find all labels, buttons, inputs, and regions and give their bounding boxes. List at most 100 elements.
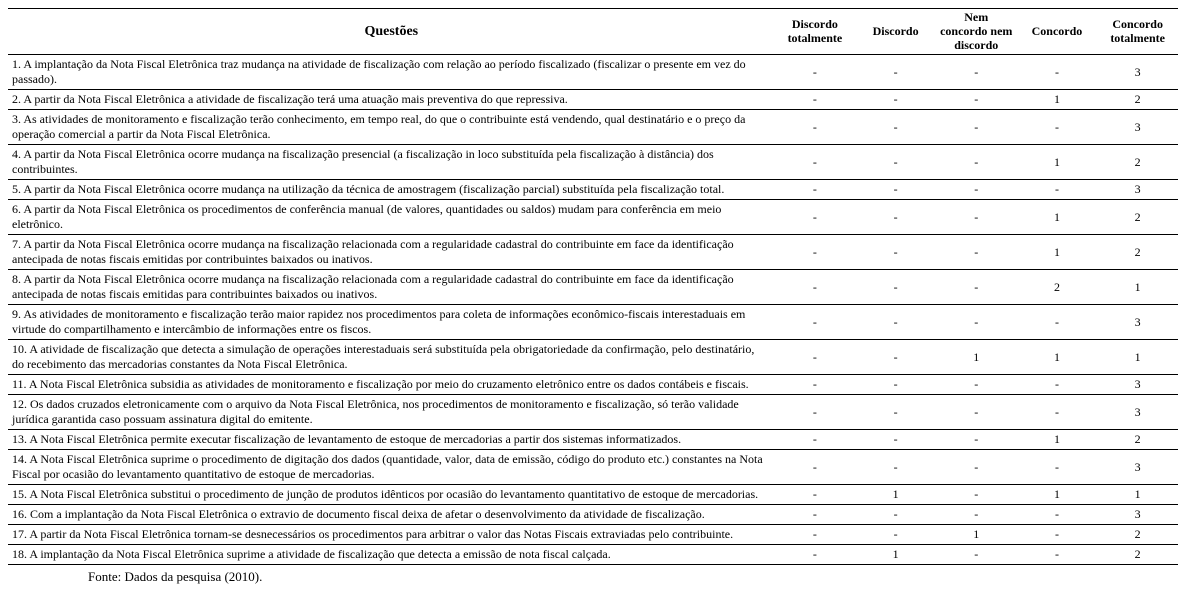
value-cell: - xyxy=(1017,545,1098,565)
table-row: 13. A Nota Fiscal Eletrônica permite exe… xyxy=(8,430,1178,450)
value-cell: - xyxy=(936,485,1017,505)
value-cell: - xyxy=(1017,395,1098,430)
value-cell: 2 xyxy=(1097,90,1178,110)
table-row: 14. A Nota Fiscal Eletrônica suprime o p… xyxy=(8,450,1178,485)
table-row: 4. A partir da Nota Fiscal Eletrônica oc… xyxy=(8,145,1178,180)
value-cell: - xyxy=(855,270,936,305)
value-cell: - xyxy=(855,110,936,145)
question-cell: 3. As atividades de monitoramento e fisc… xyxy=(8,110,775,145)
question-cell: 6. A partir da Nota Fiscal Eletrônica os… xyxy=(8,200,775,235)
value-cell: - xyxy=(855,430,936,450)
value-cell: - xyxy=(855,450,936,485)
value-cell: - xyxy=(936,395,1017,430)
value-cell: - xyxy=(936,145,1017,180)
table-row: 9. As atividades de monitoramento e fisc… xyxy=(8,305,1178,340)
value-cell: - xyxy=(1017,180,1098,200)
value-cell: - xyxy=(775,450,856,485)
value-cell: - xyxy=(775,200,856,235)
table-row: 3. As atividades de monitoramento e fisc… xyxy=(8,110,1178,145)
value-cell: - xyxy=(775,110,856,145)
table-row: 17. A partir da Nota Fiscal Eletrônica t… xyxy=(8,525,1178,545)
table-row: 1. A implantação da Nota Fiscal Eletrôni… xyxy=(8,55,1178,90)
value-cell: - xyxy=(775,235,856,270)
table-row: 7. A partir da Nota Fiscal Eletrônica oc… xyxy=(8,235,1178,270)
value-cell: - xyxy=(936,450,1017,485)
question-cell: 12. Os dados cruzados eletronicamente co… xyxy=(8,395,775,430)
value-cell: 2 xyxy=(1097,145,1178,180)
header-concordo-totalmente: Concordo totalmente xyxy=(1097,9,1178,55)
value-cell: - xyxy=(936,110,1017,145)
value-cell: 1 xyxy=(855,485,936,505)
header-questoes: Questões xyxy=(8,9,775,55)
value-cell: 1 xyxy=(1097,270,1178,305)
table-header-row: Questões Discordo totalmente Discordo Ne… xyxy=(8,9,1178,55)
value-cell: 2 xyxy=(1097,545,1178,565)
question-cell: 8. A partir da Nota Fiscal Eletrônica oc… xyxy=(8,270,775,305)
value-cell: 1 xyxy=(1097,340,1178,375)
value-cell: - xyxy=(775,180,856,200)
question-cell: 17. A partir da Nota Fiscal Eletrônica t… xyxy=(8,525,775,545)
value-cell: 1 xyxy=(1017,145,1098,180)
question-cell: 1. A implantação da Nota Fiscal Eletrôni… xyxy=(8,55,775,90)
value-cell: - xyxy=(1017,110,1098,145)
table-row: 6. A partir da Nota Fiscal Eletrônica os… xyxy=(8,200,1178,235)
value-cell: - xyxy=(1017,505,1098,525)
header-concordo: Concordo xyxy=(1017,9,1098,55)
value-cell: - xyxy=(936,505,1017,525)
value-cell: 3 xyxy=(1097,55,1178,90)
value-cell: 1 xyxy=(1017,90,1098,110)
table-body: 1. A implantação da Nota Fiscal Eletrôni… xyxy=(8,55,1178,565)
question-cell: 14. A Nota Fiscal Eletrônica suprime o p… xyxy=(8,450,775,485)
value-cell: - xyxy=(855,200,936,235)
value-cell: - xyxy=(775,90,856,110)
value-cell: 1 xyxy=(1017,340,1098,375)
value-cell: - xyxy=(775,505,856,525)
value-cell: - xyxy=(855,340,936,375)
value-cell: - xyxy=(936,375,1017,395)
value-cell: - xyxy=(1017,305,1098,340)
value-cell: - xyxy=(855,235,936,270)
value-cell: - xyxy=(775,145,856,180)
likert-table: Questões Discordo totalmente Discordo Ne… xyxy=(8,8,1178,565)
value-cell: 2 xyxy=(1097,525,1178,545)
table-row: 2. A partir da Nota Fiscal Eletrônica a … xyxy=(8,90,1178,110)
value-cell: - xyxy=(1017,375,1098,395)
value-cell: 1 xyxy=(1017,235,1098,270)
table-row: 5. A partir da Nota Fiscal Eletrônica oc… xyxy=(8,180,1178,200)
value-cell: 1 xyxy=(936,525,1017,545)
value-cell: 3 xyxy=(1097,110,1178,145)
question-cell: 16. Com a implantação da Nota Fiscal Ele… xyxy=(8,505,775,525)
value-cell: - xyxy=(1017,450,1098,485)
value-cell: - xyxy=(1017,55,1098,90)
value-cell: - xyxy=(775,270,856,305)
question-cell: 7. A partir da Nota Fiscal Eletrônica oc… xyxy=(8,235,775,270)
value-cell: 3 xyxy=(1097,395,1178,430)
value-cell: 2 xyxy=(1097,200,1178,235)
value-cell: 3 xyxy=(1097,180,1178,200)
table-row: 8. A partir da Nota Fiscal Eletrônica oc… xyxy=(8,270,1178,305)
question-cell: 13. A Nota Fiscal Eletrônica permite exe… xyxy=(8,430,775,450)
value-cell: 1 xyxy=(1097,485,1178,505)
value-cell: - xyxy=(936,270,1017,305)
value-cell: - xyxy=(775,545,856,565)
value-cell: - xyxy=(775,55,856,90)
value-cell: - xyxy=(775,395,856,430)
value-cell: - xyxy=(936,235,1017,270)
value-cell: - xyxy=(855,505,936,525)
value-cell: - xyxy=(936,545,1017,565)
value-cell: - xyxy=(936,305,1017,340)
question-cell: 4. A partir da Nota Fiscal Eletrônica oc… xyxy=(8,145,775,180)
table-row: 11. A Nota Fiscal Eletrônica subsidia as… xyxy=(8,375,1178,395)
value-cell: - xyxy=(775,525,856,545)
value-cell: - xyxy=(855,525,936,545)
value-cell: - xyxy=(775,340,856,375)
value-cell: 3 xyxy=(1097,305,1178,340)
value-cell: - xyxy=(855,395,936,430)
value-cell: - xyxy=(855,145,936,180)
value-cell: - xyxy=(775,305,856,340)
header-nem-concordo-nem-discordo: Nem concordo nem discordo xyxy=(936,9,1017,55)
value-cell: - xyxy=(936,55,1017,90)
value-cell: - xyxy=(855,180,936,200)
value-cell: - xyxy=(936,180,1017,200)
value-cell: - xyxy=(936,430,1017,450)
